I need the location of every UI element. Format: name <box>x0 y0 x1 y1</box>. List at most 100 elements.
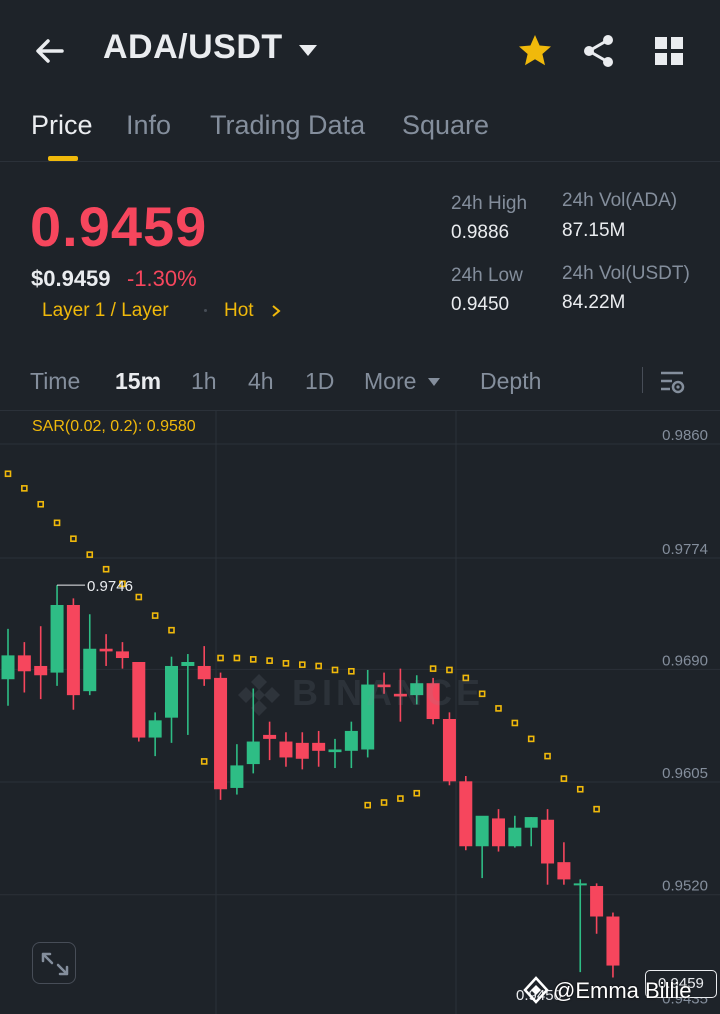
candle-body <box>230 765 244 788</box>
candle <box>508 815 522 848</box>
sar-dot <box>544 752 551 760</box>
caret-down-icon[interactable] <box>297 42 319 58</box>
vol-base-value: 87.15M <box>562 220 626 241</box>
candle-body <box>541 819 555 864</box>
high-marker-label: 0.9746 <box>87 578 133 595</box>
candle-body <box>508 827 522 847</box>
candle-body <box>50 605 64 673</box>
chevron-right-icon[interactable] <box>270 304 282 318</box>
price-change-percent: -1.30% <box>127 266 197 291</box>
caret-down-icon[interactable] <box>427 377 441 387</box>
chart-area[interactable] <box>0 410 720 1014</box>
candle <box>377 672 391 694</box>
back-arrow-icon[interactable] <box>30 32 70 72</box>
sar-dot <box>200 758 208 765</box>
tf-4h[interactable]: 4h <box>248 368 274 394</box>
tab-price[interactable]: Price <box>31 110 93 140</box>
candle <box>263 721 277 761</box>
candle-body <box>165 665 178 718</box>
sar-dot <box>348 667 355 675</box>
candle <box>442 712 456 786</box>
tab-square[interactable]: Square <box>402 110 490 140</box>
candle <box>1 628 15 706</box>
candle <box>230 744 244 795</box>
low-label: 24h Low <box>451 265 523 286</box>
candle <box>99 634 113 666</box>
candle-body <box>246 741 260 765</box>
high-value: 0.9886 <box>451 222 510 243</box>
candle <box>115 642 129 669</box>
star-icon[interactable] <box>516 32 554 70</box>
candle-body <box>279 741 293 758</box>
candle <box>475 815 489 879</box>
candle <box>393 668 407 722</box>
tf-15m[interactable]: 15m <box>115 368 162 394</box>
tab-bar: Price Info Trading Data Square <box>0 100 720 162</box>
candle-body <box>1 655 15 680</box>
candle <box>181 654 195 735</box>
candle <box>279 732 293 767</box>
sar-dot <box>315 662 322 670</box>
candle-body <box>263 734 277 739</box>
candle-body <box>197 665 211 680</box>
tab-info[interactable]: Info <box>126 110 172 140</box>
tf-1d[interactable]: 1D <box>305 368 335 394</box>
candle-body <box>426 683 440 719</box>
candle <box>557 842 571 885</box>
sar-dot <box>168 626 175 634</box>
tf-more[interactable]: More <box>364 368 417 394</box>
candle-body <box>557 862 571 880</box>
candle-body <box>83 648 97 692</box>
sar-dot <box>233 654 241 662</box>
candle <box>295 732 309 770</box>
sar-dot <box>70 535 77 543</box>
tag-separator <box>204 309 207 312</box>
candle-body <box>328 749 342 753</box>
sar-dot <box>576 785 584 793</box>
sar-dot <box>249 656 257 663</box>
sar-dot <box>86 551 94 558</box>
hot-tag[interactable]: Hot <box>224 300 254 321</box>
fullscreen-button[interactable] <box>32 942 76 984</box>
candle <box>361 669 375 758</box>
candle-body <box>132 662 146 738</box>
candle-body <box>99 648 113 652</box>
tf-depth[interactable]: Depth <box>480 368 542 394</box>
y-tick-label: 0.9690 <box>662 652 708 669</box>
sar-dot <box>4 470 12 478</box>
sar-dot <box>511 719 519 727</box>
vol-base-label: 24h Vol(ADA) <box>562 190 678 211</box>
tf-time[interactable]: Time <box>30 368 81 394</box>
sar-dot <box>413 789 421 797</box>
candle-body <box>214 677 228 790</box>
grid-icon[interactable] <box>652 34 686 68</box>
chart-settings-icon[interactable] <box>658 368 686 396</box>
vol-quote-value: 84.22M <box>562 292 626 313</box>
category-tag[interactable]: Layer 1 / Layer <box>42 300 169 321</box>
candle <box>197 646 211 686</box>
candle-body <box>344 730 358 751</box>
candle-body <box>361 684 375 750</box>
candle-body <box>148 720 162 738</box>
candle-body <box>34 665 48 676</box>
candle <box>214 672 228 800</box>
sar-dot <box>102 565 110 573</box>
share-icon[interactable] <box>580 32 618 70</box>
candle <box>606 912 620 978</box>
candle-body <box>606 916 620 966</box>
pair-title[interactable]: ADA/USDT <box>103 28 283 66</box>
candle-body <box>66 605 80 696</box>
candle-body <box>475 815 489 847</box>
toolbar-divider <box>642 367 643 393</box>
sar-dot <box>429 665 437 672</box>
sar-dot <box>217 654 224 662</box>
tab-trading-data[interactable]: Trading Data <box>210 110 366 140</box>
candle <box>34 626 48 700</box>
candle-body <box>312 742 326 751</box>
tf-1h[interactable]: 1h <box>191 368 217 394</box>
candle <box>344 721 358 769</box>
sar-dot <box>527 735 535 743</box>
sar-dot <box>446 666 453 674</box>
sar-dot <box>21 485 28 492</box>
